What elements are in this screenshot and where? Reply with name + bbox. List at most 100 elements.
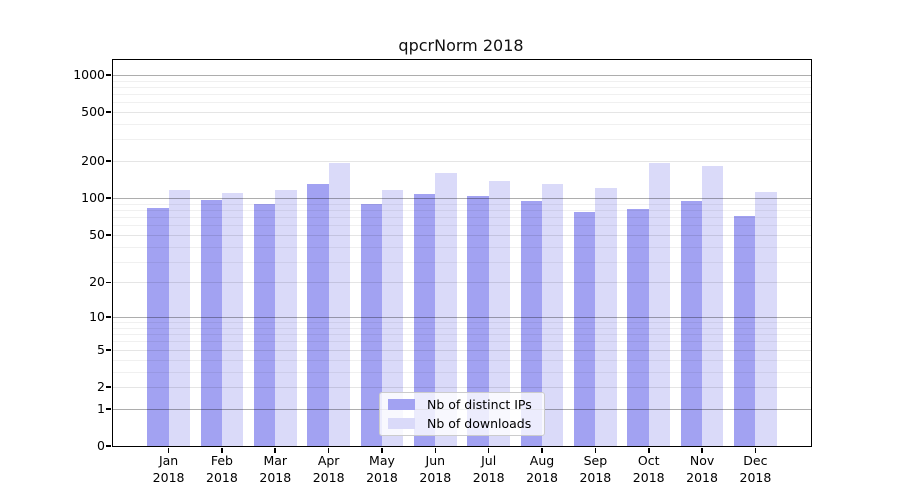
x-tick-label-feb: Feb 2018 — [206, 453, 238, 485]
bar-nb-of-downloads-oct — [648, 163, 671, 446]
gridline-20 — [113, 282, 811, 284]
bar-nb-of-downloads-apr — [328, 163, 350, 446]
gridline-minor — [113, 322, 811, 324]
x-tick-label-aug: Aug 2018 — [526, 453, 558, 485]
y-tick-mark — [106, 316, 112, 318]
x-tick-mark — [381, 447, 383, 453]
bar-nb-of-distinct-ips-jan — [147, 208, 169, 446]
y-tick-mark — [106, 281, 112, 284]
y-tick-mark — [106, 160, 112, 162]
gridline-2 — [113, 386, 811, 388]
y-tick-label-20: 20 — [89, 274, 105, 290]
y-tick-label-2: 2 — [97, 378, 105, 394]
plot-area: Nb of distinct IPs Nb of downloads 0 1 2 5 1… — [73, 59, 812, 485]
x-tick-mark — [541, 447, 543, 453]
gridline-minor — [113, 334, 811, 336]
gridline-50 — [113, 234, 811, 236]
x-tick-mark — [701, 447, 703, 453]
y-tick-label-200: 200 — [81, 153, 105, 169]
bar-nb-of-distinct-ips-apr — [307, 184, 329, 446]
legend-entry-distinct-ips: Nb of distinct IPs — [388, 397, 536, 412]
chart-title: qpcrNorm 2018 — [398, 36, 524, 55]
y-tick-label-500: 500 — [81, 104, 105, 120]
legend-label-distinct-ips: Nb of distinct IPs — [427, 397, 532, 412]
legend-label-downloads: Nb of downloads — [427, 416, 532, 431]
bar-nb-of-downloads-jan — [168, 189, 190, 446]
x-tick-label-jun: Jun 2018 — [419, 453, 452, 485]
y-tick-mark — [106, 111, 112, 113]
gridline-minor — [113, 261, 811, 263]
bar-nb-of-downloads-nov — [702, 165, 724, 446]
gridline-minor — [113, 124, 811, 126]
y-tick-mark — [106, 74, 112, 76]
x-tick-mark — [221, 447, 223, 453]
x-tick-label-apr: Apr 2018 — [312, 453, 345, 485]
gridline-10 — [113, 317, 811, 319]
legend-entry-downloads: Nb of downloads — [388, 416, 536, 431]
x-tick-label-sep: Sep 2018 — [579, 453, 612, 485]
bar-nb-of-distinct-ips-jun — [413, 194, 436, 446]
gridline-minor — [113, 139, 811, 141]
gridline-500 — [113, 112, 811, 114]
x-tick-label-nov: Nov 2018 — [686, 453, 718, 485]
bar-nb-of-distinct-ips-mar — [253, 204, 276, 446]
gridline-minor — [113, 94, 811, 96]
y-tick-label-5: 5 — [97, 341, 105, 357]
bar-nb-of-distinct-ips-feb — [200, 199, 222, 446]
gridline-minor — [113, 246, 811, 248]
bar-nb-of-downloads-jul — [488, 180, 510, 446]
y-tick-label-50: 50 — [89, 226, 105, 242]
gridline-minor — [113, 217, 811, 219]
x-tick-mark — [274, 447, 277, 453]
bar-nb-of-downloads-mar — [275, 190, 297, 446]
x-tick-label-dec: Dec 2018 — [739, 453, 772, 485]
legend-swatch-distinct-ips — [388, 399, 415, 410]
x-tick-mark — [327, 447, 330, 453]
gridline-minor — [113, 327, 811, 329]
x-tick-mark — [487, 447, 490, 453]
bar-nb-of-downloads-aug — [542, 184, 564, 446]
y-tick-mark — [106, 445, 112, 447]
gridline-200 — [113, 161, 811, 163]
bar-nb-of-distinct-ips-sep — [574, 211, 596, 446]
x-tick-label-jan: Jan 2018 — [152, 453, 185, 485]
x-tick-mark — [647, 447, 650, 453]
gridline-minor — [113, 86, 811, 88]
y-tick-mark — [106, 407, 112, 410]
y-tick-label-100: 100 — [81, 190, 105, 206]
bar-nb-of-downloads-jun — [435, 173, 457, 446]
gridline-minor — [113, 341, 811, 343]
bar-nb-of-downloads-sep — [595, 188, 617, 446]
gridline-minor — [113, 80, 811, 82]
bar-nb-of-distinct-ips-may — [360, 204, 382, 446]
bar-nb-of-downloads-may — [381, 190, 404, 446]
bar-nb-of-distinct-ips-aug — [520, 201, 542, 446]
bar-nb-of-distinct-ips-dec — [734, 215, 756, 446]
y-tick-mark — [106, 234, 112, 236]
gridline-minor — [113, 203, 811, 205]
gridline-minor — [113, 371, 811, 373]
gridline-5 — [113, 349, 811, 351]
x-tick-label-may: May 2018 — [366, 453, 398, 485]
bar-nb-of-downloads-dec — [755, 191, 777, 446]
y-tick-label-1000: 1000 — [73, 66, 105, 82]
y-tick-label-1: 1 — [97, 400, 105, 416]
legend-swatch-downloads — [388, 418, 415, 429]
y-tick-label-0: 0 — [97, 438, 105, 453]
x-tick-mark — [167, 447, 170, 453]
bar-nb-of-downloads-feb — [221, 193, 244, 446]
bar-nb-of-distinct-ips-jul — [467, 195, 489, 446]
gridline-1000 — [113, 74, 811, 76]
gridline-100 — [113, 198, 811, 200]
y-tick-mark — [106, 197, 112, 199]
legend: Nb of distinct IPs Nb of downloads — [379, 392, 545, 436]
bar-nb-of-distinct-ips-nov — [680, 201, 703, 446]
gridline-minor — [113, 225, 811, 227]
x-tick-label-oct: Oct 2018 — [632, 453, 665, 485]
x-tick-mark — [434, 447, 437, 453]
x-tick-mark — [754, 447, 757, 453]
x-tick-mark — [594, 447, 597, 453]
bar-nb-of-distinct-ips-oct — [627, 208, 649, 446]
x-tick-label-jul: Jul 2018 — [472, 453, 505, 485]
